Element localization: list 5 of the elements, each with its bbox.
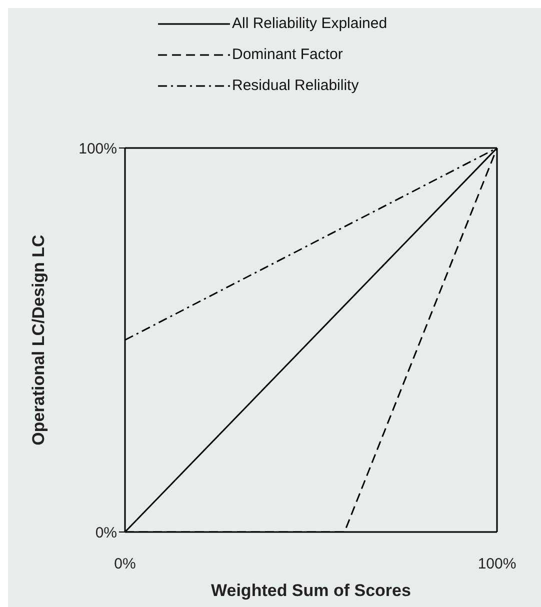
x-axis-title: Weighted Sum of Scores [211, 581, 411, 600]
legend-label: Residual Reliability [232, 77, 359, 94]
y-axis-title: Operational LC/Design LC [29, 234, 48, 446]
legend-label: Dominant Factor [232, 46, 343, 63]
legend-label: All Reliability Explained [232, 15, 388, 32]
